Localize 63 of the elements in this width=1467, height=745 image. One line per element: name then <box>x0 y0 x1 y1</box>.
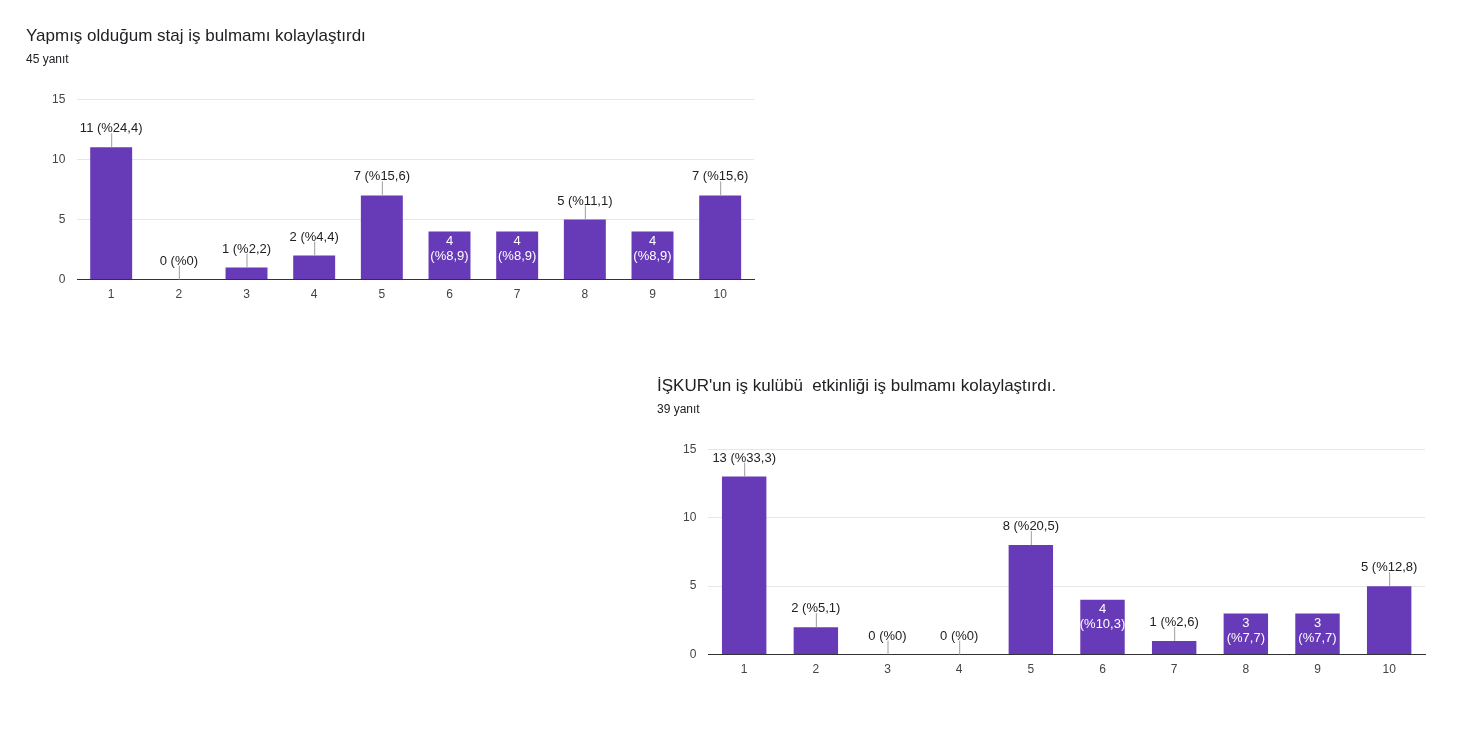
chart-subtitle: 39 yanıt <box>657 402 701 416</box>
data-label: 1 (%2,6) <box>1149 613 1199 629</box>
x-tick-label: 9 <box>1314 662 1322 677</box>
data-label: 2 (%5,1) <box>791 600 841 616</box>
y-tick-label: 0 <box>689 646 697 661</box>
data-label: 4 (%10,3) <box>1079 600 1126 631</box>
x-tick-label: 4 <box>955 662 963 677</box>
y-tick-label: 15 <box>51 91 66 106</box>
data-label: 0 (%0) <box>159 252 198 268</box>
x-tick-label: 7 <box>1170 662 1178 677</box>
data-label: 5 (%12,8) <box>1360 559 1418 575</box>
data-label: 3 (%7,7) <box>1226 614 1265 645</box>
data-label: 8 (%20,5) <box>1002 518 1060 534</box>
data-label: 4 (%8,9) <box>498 232 537 263</box>
data-label: 13 (%33,3) <box>712 449 776 465</box>
bar <box>699 195 742 280</box>
bar <box>1008 545 1054 655</box>
x-tick-label: 10 <box>713 287 728 302</box>
x-tick-label: 3 <box>884 662 892 677</box>
x-tick-label: 4 <box>310 287 318 302</box>
data-label: 11 (%24,4) <box>79 120 143 136</box>
x-tick-label: 6 <box>446 287 454 302</box>
bar <box>293 255 336 280</box>
bar <box>721 476 767 655</box>
x-tick-label: 1 <box>740 662 748 677</box>
chart-subtitle: 45 yanıt <box>26 52 70 66</box>
bar <box>90 147 133 280</box>
y-tick-label: 10 <box>51 151 66 166</box>
data-label: 1 (%2,2) <box>221 240 272 256</box>
bar <box>225 267 268 280</box>
bar <box>1366 586 1412 655</box>
x-tick-label: 7 <box>513 287 521 302</box>
bar <box>793 627 839 655</box>
x-tick-label: 5 <box>1027 662 1035 677</box>
x-tick-label: 8 <box>581 287 589 302</box>
x-tick-label: 8 <box>1242 662 1250 677</box>
data-label: 0 (%0) <box>868 627 907 643</box>
x-tick-label: 6 <box>1099 662 1107 677</box>
y-tick-label: 10 <box>682 509 697 524</box>
bar <box>360 195 403 280</box>
chart-title: İŞKUR'un iş kulübü etkinliği iş bulmamı kolaylaştırdı. <box>657 376 1058 396</box>
data-label: 7 (%15,6) <box>691 168 749 184</box>
x-tick-label: 2 <box>175 287 183 302</box>
chart-title: Yapmış olduğum staj iş bulmamı kolaylaştırdı <box>26 26 367 46</box>
data-label: 4 (%8,9) <box>633 232 672 263</box>
x-tick-label: 2 <box>812 662 820 677</box>
bar <box>563 219 606 280</box>
y-tick-label: 15 <box>682 441 697 456</box>
y-tick-label: 5 <box>689 578 697 593</box>
data-label: 3 (%7,7) <box>1298 614 1337 645</box>
data-label: 0 (%0) <box>940 627 979 643</box>
y-tick-label: 5 <box>58 211 66 226</box>
data-label: 4 (%8,9) <box>430 232 469 263</box>
y-tick-label: 0 <box>58 271 66 286</box>
data-label: 7 (%15,6) <box>353 168 411 184</box>
x-tick-label: 9 <box>649 287 657 302</box>
x-tick-label: 5 <box>378 287 386 302</box>
data-label: 2 (%4,4) <box>289 228 339 244</box>
x-tick-label: 3 <box>243 287 251 302</box>
data-label: 5 (%11,1) <box>557 192 613 208</box>
x-tick-label: 10 <box>1382 662 1397 677</box>
x-tick-label: 1 <box>107 287 115 302</box>
bar <box>1151 640 1197 655</box>
